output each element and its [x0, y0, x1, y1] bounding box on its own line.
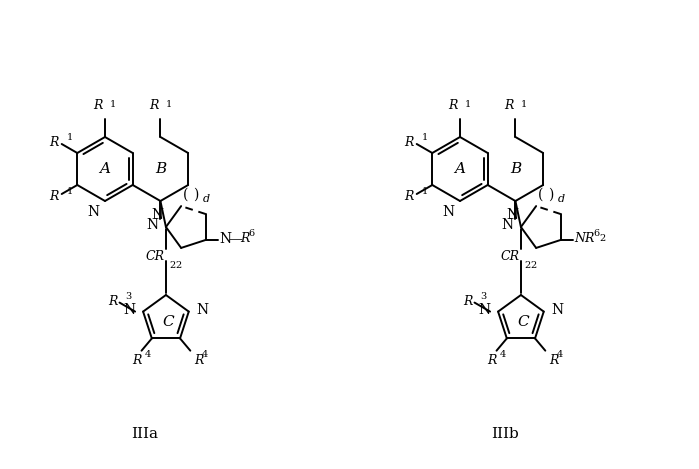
Text: CR: CR	[501, 250, 520, 263]
Text: 1: 1	[521, 100, 526, 109]
Text: 2: 2	[175, 261, 181, 270]
Text: C: C	[517, 315, 528, 329]
Text: N: N	[123, 303, 135, 317]
Text: N: N	[501, 218, 514, 232]
Text: 1: 1	[110, 100, 116, 109]
Text: CR: CR	[146, 250, 165, 263]
Text: R: R	[50, 136, 59, 149]
Text: R: R	[504, 99, 514, 112]
Text: B: B	[510, 162, 521, 176]
Text: 1: 1	[421, 133, 428, 142]
Text: R: R	[487, 354, 497, 367]
Text: C: C	[162, 315, 174, 329]
Text: 1: 1	[166, 100, 172, 109]
Text: 4: 4	[202, 350, 208, 359]
Text: (: (	[182, 188, 188, 202]
Text: B: B	[154, 162, 166, 176]
Text: (: (	[538, 188, 543, 202]
Text: N: N	[478, 303, 490, 317]
Text: N: N	[219, 232, 232, 246]
Text: N: N	[442, 205, 454, 219]
Text: 2: 2	[169, 261, 175, 270]
Text: N: N	[552, 303, 564, 317]
Text: R: R	[149, 99, 159, 112]
Text: R: R	[240, 233, 249, 245]
Text: A: A	[99, 162, 110, 176]
Text: IIIa: IIIa	[131, 427, 159, 441]
Text: N: N	[87, 205, 99, 219]
Text: R: R	[132, 354, 142, 367]
Text: d: d	[203, 194, 210, 204]
Text: N: N	[146, 218, 159, 232]
Text: R: R	[549, 354, 559, 367]
Text: 2: 2	[600, 234, 606, 243]
Text: 2: 2	[530, 261, 536, 270]
Text: R: R	[463, 295, 473, 308]
Text: d: d	[557, 194, 565, 204]
Text: 1: 1	[66, 187, 73, 196]
Text: R: R	[194, 354, 203, 367]
Text: N: N	[152, 208, 164, 222]
Text: N: N	[196, 303, 209, 317]
Text: 3: 3	[480, 292, 487, 301]
Text: R: R	[404, 136, 414, 149]
Text: R: R	[94, 99, 103, 112]
Text: 4: 4	[145, 350, 151, 359]
Text: IIIb: IIIb	[491, 427, 519, 441]
Text: N: N	[507, 208, 519, 222]
Text: 4: 4	[557, 350, 563, 359]
Text: 4: 4	[500, 350, 506, 359]
Text: 1: 1	[421, 187, 428, 196]
Text: NR: NR	[575, 233, 595, 245]
Text: ): )	[193, 188, 198, 202]
Text: 6: 6	[593, 229, 600, 238]
Text: 6: 6	[249, 229, 255, 238]
Text: R: R	[404, 189, 414, 203]
Text: ): )	[548, 188, 553, 202]
Text: 3: 3	[126, 292, 132, 301]
Text: —: —	[229, 232, 243, 246]
Text: R: R	[50, 189, 59, 203]
Text: 1: 1	[66, 133, 73, 142]
Text: R: R	[108, 295, 117, 308]
Text: 1: 1	[465, 100, 471, 109]
Text: A: A	[454, 162, 466, 176]
Text: 2: 2	[524, 261, 530, 270]
Text: R: R	[449, 99, 458, 112]
